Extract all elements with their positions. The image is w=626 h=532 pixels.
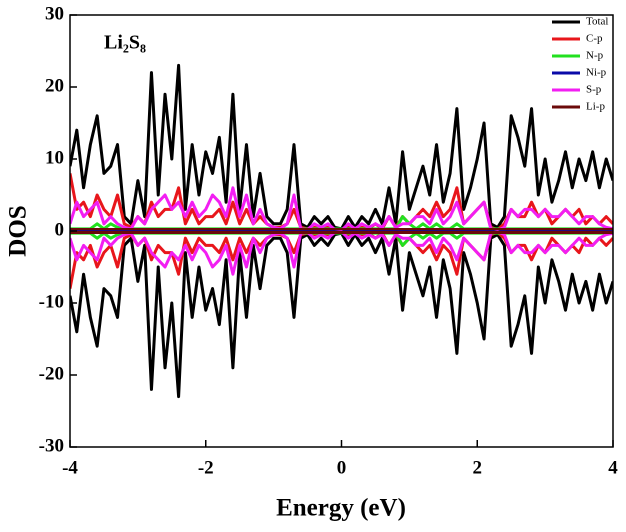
y-tick-label: -20 bbox=[39, 363, 64, 384]
legend-label: S-p bbox=[586, 84, 602, 96]
legend-label: Li-p bbox=[586, 101, 605, 113]
y-tick-label: 10 bbox=[45, 147, 64, 168]
y-tick-label: -30 bbox=[39, 435, 64, 456]
dos-line bbox=[70, 230, 613, 276]
legend-label: C-p bbox=[586, 33, 603, 45]
dos-line bbox=[70, 186, 613, 232]
x-tick-label: 0 bbox=[337, 457, 347, 478]
y-tick-label: 30 bbox=[45, 3, 64, 24]
y-tick-label: 0 bbox=[55, 219, 65, 240]
annotation: Li₂S₈ bbox=[104, 32, 146, 54]
y-axis-label: DOS bbox=[5, 205, 32, 256]
y-tick-label: 20 bbox=[45, 75, 64, 96]
legend-label: Ni-p bbox=[586, 67, 607, 79]
x-tick-label: 4 bbox=[608, 457, 618, 478]
dos-line bbox=[70, 173, 613, 232]
y-tick-label: -10 bbox=[39, 291, 64, 312]
legend-label: N-p bbox=[586, 50, 604, 62]
x-tick-label: -4 bbox=[62, 457, 78, 478]
legend-label: Total bbox=[586, 16, 608, 28]
plot-area bbox=[70, 63, 613, 399]
x-axis-label: Energy (eV) bbox=[276, 495, 406, 522]
dos-line bbox=[70, 230, 613, 289]
x-tick-label: 2 bbox=[473, 457, 483, 478]
x-tick-label: -2 bbox=[198, 457, 214, 478]
